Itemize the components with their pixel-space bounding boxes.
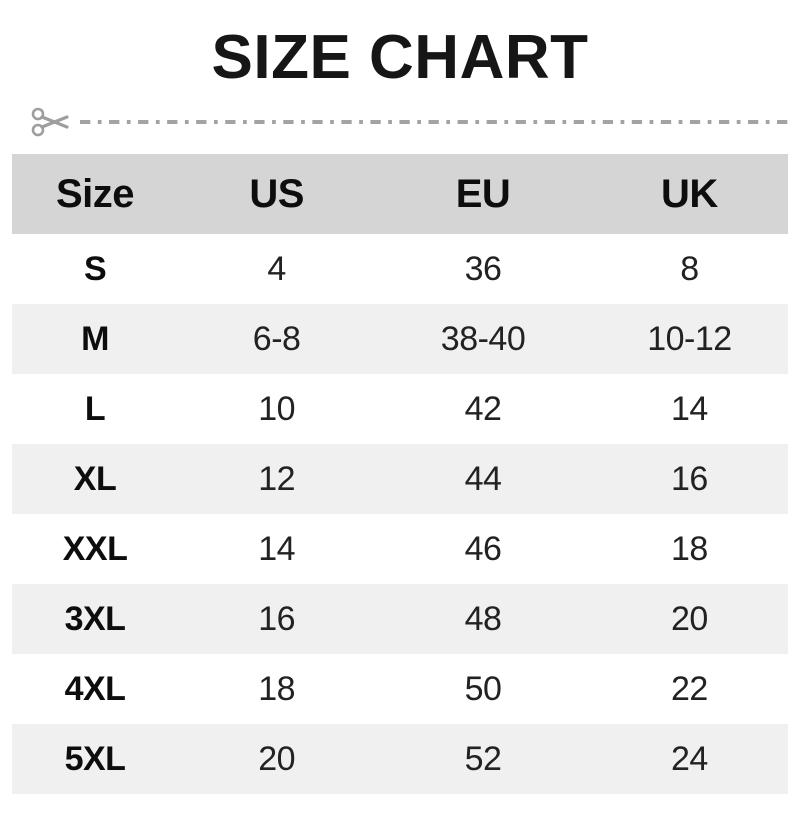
page-title: SIZE CHART — [211, 23, 589, 92]
us-value: 16 — [258, 599, 296, 638]
uk-value: 20 — [671, 599, 708, 638]
eu-value: 42 — [464, 389, 502, 428]
size-table: Size US EU UK S 4 36 8 M 6-8 38-40 10-12… — [12, 154, 788, 795]
size-chart-page: SIZE CHART Size US EU UK S 4 36 — [0, 23, 800, 824]
table-row: L 10 42 14 — [12, 374, 788, 444]
size-label: S — [83, 249, 107, 288]
eu-value: 36 — [464, 249, 502, 288]
column-header-uk: UK — [661, 171, 718, 216]
us-value: 12 — [258, 459, 296, 498]
us-value: 6-8 — [252, 319, 301, 358]
uk-value: 8 — [680, 249, 699, 288]
uk-value: 24 — [671, 739, 708, 778]
table-row: S 4 36 8 — [12, 234, 788, 304]
size-label: XXL — [62, 529, 128, 568]
table-row: 5XL 20 52 24 — [12, 724, 788, 795]
table-header-row: Size US EU UK — [12, 154, 788, 235]
column-header-eu: EU — [455, 171, 511, 216]
size-label: XL — [73, 459, 117, 498]
us-value: 20 — [258, 739, 296, 778]
eu-value: 38-40 — [440, 319, 526, 358]
eu-value: 48 — [464, 599, 502, 638]
cut-line-divider — [30, 104, 792, 140]
size-label: 4XL — [64, 669, 126, 708]
column-header-us: US — [249, 171, 304, 216]
size-label: L — [84, 389, 106, 428]
us-value: 14 — [258, 529, 296, 568]
eu-value: 52 — [464, 739, 502, 778]
scissors-icon — [30, 105, 74, 139]
eu-value: 50 — [464, 669, 502, 708]
dashed-cut-line — [80, 120, 792, 125]
eu-value: 46 — [464, 529, 502, 568]
table-row: 3XL 16 48 20 — [12, 584, 788, 655]
uk-value: 14 — [671, 389, 708, 428]
table-body: S 4 36 8 M 6-8 38-40 10-12 L 10 42 14 XL… — [12, 234, 788, 795]
table-row: XL 12 44 16 — [12, 444, 788, 515]
column-header-size: Size — [56, 171, 135, 216]
us-value: 4 — [267, 249, 286, 288]
size-label: M — [81, 319, 109, 358]
table-row: 4XL 18 50 22 — [12, 654, 788, 724]
uk-value: 16 — [671, 459, 708, 498]
size-label: 3XL — [64, 599, 126, 638]
uk-value: 22 — [671, 669, 708, 708]
table-row: M 6-8 38-40 10-12 — [12, 304, 788, 375]
size-label: 5XL — [64, 739, 126, 778]
us-value: 18 — [258, 669, 296, 708]
table-row: XXL 14 46 18 — [12, 514, 788, 584]
eu-value: 44 — [464, 459, 502, 498]
us-value: 10 — [258, 389, 296, 428]
uk-value: 18 — [671, 529, 708, 568]
uk-value: 10-12 — [647, 319, 732, 358]
